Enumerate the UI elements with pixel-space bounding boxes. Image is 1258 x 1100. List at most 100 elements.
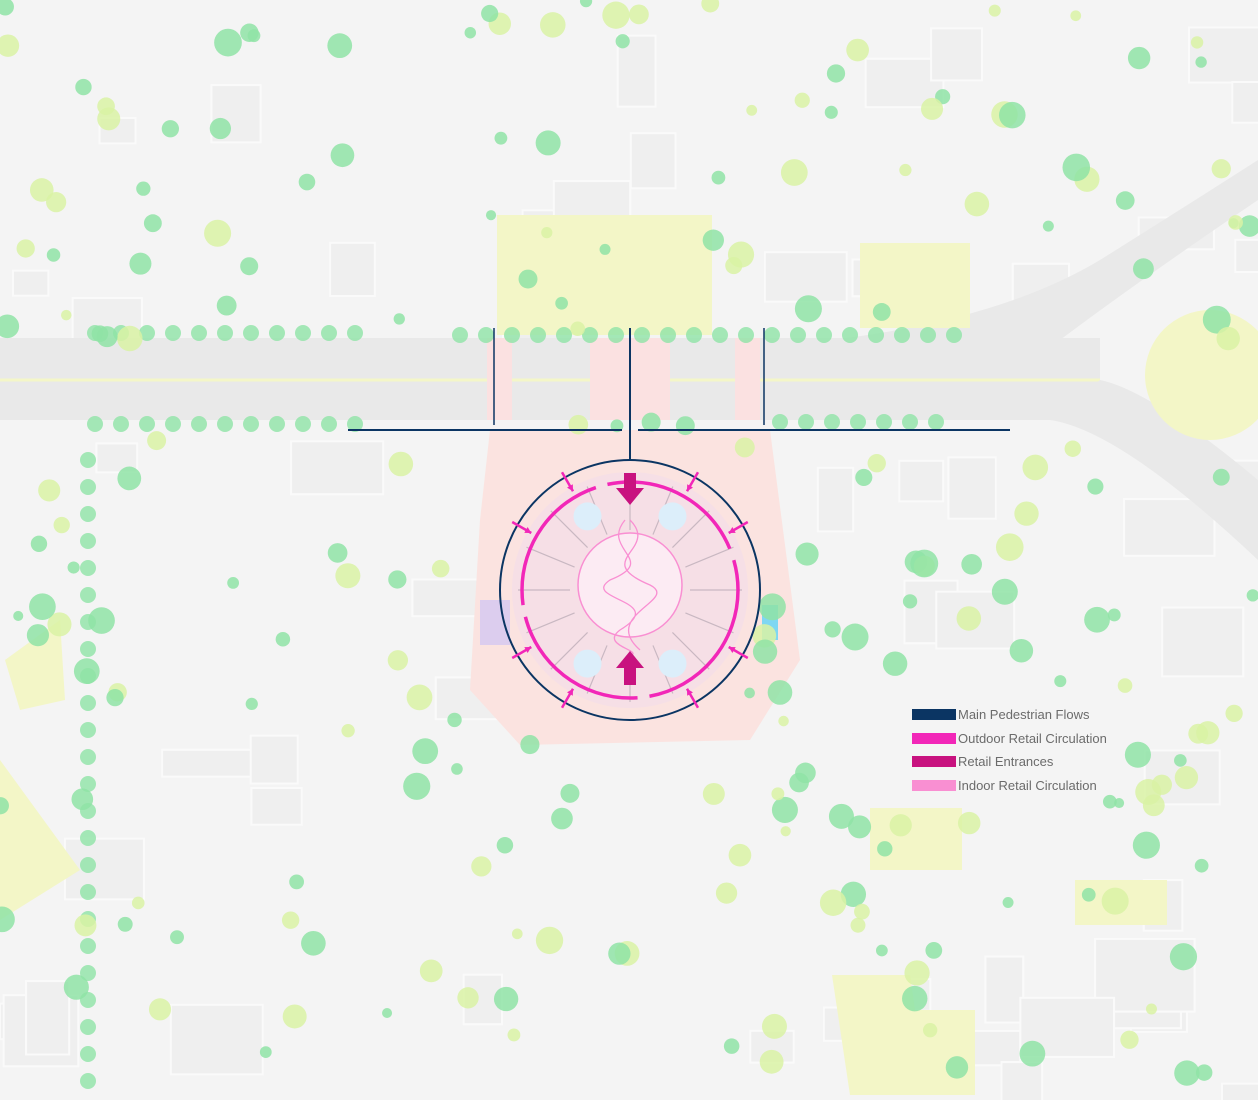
tree (999, 101, 1026, 129)
tree (758, 593, 786, 621)
building-block (1220, 1082, 1258, 1100)
tree (67, 561, 80, 574)
street-tree (191, 325, 207, 341)
street-tree (902, 414, 918, 430)
legend-label: Retail Entrances (958, 754, 1054, 770)
street-tree (928, 414, 944, 430)
entrance-arrows (511, 471, 749, 709)
street-tree (80, 1073, 96, 1089)
tree (330, 143, 355, 168)
shop-partition (685, 612, 734, 634)
tree (63, 974, 89, 1000)
tree (1002, 897, 1014, 908)
tree (129, 252, 152, 275)
tree (0, 314, 20, 339)
legend-label: Main Pedestrian Flows (958, 707, 1090, 723)
tree (761, 1013, 787, 1039)
tree (1133, 258, 1154, 280)
tree (1194, 858, 1209, 873)
street-tree (868, 327, 884, 343)
tree (38, 479, 61, 502)
tree (780, 159, 808, 186)
park-south (832, 975, 975, 1095)
tree (1070, 10, 1082, 22)
tree (1145, 1003, 1157, 1015)
tree (711, 170, 726, 185)
tree (964, 191, 990, 217)
tree (136, 181, 151, 196)
main-pedestrian-flows (348, 328, 1010, 460)
street-tree (80, 776, 96, 792)
curved-road (1050, 380, 1258, 560)
tree (702, 229, 725, 251)
tree (824, 621, 841, 638)
tree (97, 97, 115, 116)
tree (47, 612, 72, 637)
tree (403, 772, 431, 800)
street-tree (347, 325, 363, 341)
retail-rotunda (499, 459, 761, 721)
park-south-east (870, 808, 962, 870)
tree (327, 33, 353, 59)
tree (387, 650, 409, 671)
street-tree (295, 325, 311, 341)
building-block (161, 748, 256, 778)
tree (902, 594, 918, 609)
tree (945, 1056, 969, 1079)
tree (961, 553, 982, 575)
building-block (290, 440, 385, 496)
tree (496, 836, 514, 854)
street-tree (452, 327, 468, 343)
street-tree (80, 560, 96, 576)
building-block (250, 786, 303, 826)
tree (451, 763, 463, 775)
tree (447, 712, 462, 728)
sports-court-west (480, 600, 510, 645)
street-tree (321, 416, 337, 432)
tree (494, 131, 508, 145)
building-block (169, 1003, 264, 1076)
tree (923, 1023, 938, 1038)
tree (778, 715, 789, 727)
street-tree (764, 327, 780, 343)
tree (599, 243, 611, 255)
street-tree (80, 695, 96, 711)
retail-entrance-arrow-south (616, 651, 644, 685)
tree (227, 576, 240, 589)
tree (1212, 468, 1230, 486)
tree (1174, 765, 1199, 790)
street-tree (217, 325, 233, 341)
tree (147, 431, 167, 451)
tree (541, 227, 553, 239)
tree (1014, 501, 1039, 526)
legend-item: Main Pedestrian Flows (912, 703, 1107, 727)
shop-partition (685, 546, 734, 568)
tree (882, 651, 908, 676)
building-block (1234, 238, 1258, 274)
tree (464, 26, 477, 39)
tree (794, 92, 810, 108)
tree (481, 4, 499, 23)
tree (471, 856, 492, 877)
street-tree (80, 1019, 96, 1035)
building-block (329, 241, 376, 298)
tree (1190, 36, 1204, 49)
tree (568, 414, 589, 435)
tree (341, 724, 355, 738)
tree (518, 269, 538, 289)
legend-swatch-indoor-retail-circulation (912, 779, 956, 791)
shop-partition (526, 546, 575, 568)
tree (1114, 798, 1125, 809)
tree (794, 295, 822, 323)
tree (431, 559, 450, 578)
service-core (573, 502, 602, 531)
building-block (629, 132, 677, 190)
tree (143, 214, 162, 233)
building-block (12, 269, 50, 297)
street-tree (556, 327, 572, 343)
legend-label: Outdoor Retail Circulation (958, 730, 1107, 746)
street-tree (80, 749, 96, 765)
tree (161, 120, 180, 138)
